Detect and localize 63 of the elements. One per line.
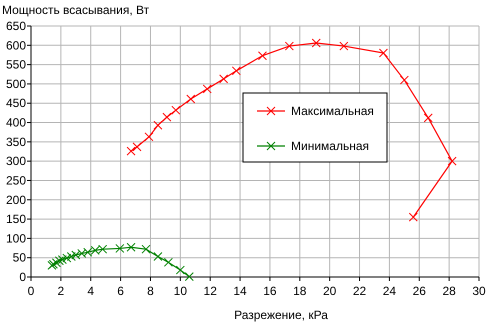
x-tick-label: 0: [28, 284, 35, 298]
point: [52, 258, 61, 268]
point: [144, 132, 154, 142]
x-tick-label: 22: [352, 284, 367, 298]
x-tick-label: 2: [58, 284, 65, 298]
point: [232, 66, 241, 76]
point: [132, 142, 142, 152]
point: [400, 76, 409, 85]
x-tick-label: 16: [263, 284, 277, 298]
y-tick-label: 50: [12, 250, 26, 265]
point: [153, 252, 162, 262]
x-tick-label: 10: [174, 284, 188, 298]
point: [176, 266, 185, 275]
y-tick-label: 100: [6, 231, 26, 246]
y-axis-title: Мощность всасывания, Вт: [2, 3, 150, 17]
y-tick-label: 450: [6, 96, 26, 110]
point: [448, 156, 457, 166]
point: [66, 252, 76, 262]
point: [202, 84, 212, 94]
y-tick-label: 250: [6, 173, 26, 188]
x-tick-label: 28: [442, 284, 456, 298]
point: [115, 244, 124, 253]
point: [408, 212, 418, 222]
point: [141, 244, 150, 254]
y-tick-label: 500: [6, 76, 26, 91]
x-tick-label: 26: [412, 284, 426, 298]
y-tick-label: 650: [6, 19, 26, 33]
point: [164, 258, 173, 267]
y-tick-label: 200: [6, 192, 26, 207]
point: [339, 42, 348, 51]
y-tick-label: 400: [6, 116, 26, 130]
point: [219, 74, 228, 84]
point: [184, 272, 194, 282]
x-tick-label: 12: [204, 284, 218, 298]
point: [171, 106, 180, 115]
point: [58, 255, 67, 264]
point: [186, 94, 196, 104]
legend-label: Максимальная: [291, 104, 374, 118]
x-tick-label: 8: [147, 284, 154, 298]
point: [424, 113, 433, 122]
point: [312, 38, 321, 48]
x-tick-label: 14: [233, 284, 248, 298]
y-tick-label: 350: [6, 134, 26, 149]
y-tick-label: 0: [19, 270, 26, 284]
point: [126, 242, 136, 252]
point: [378, 48, 388, 58]
point: [126, 146, 136, 156]
y-tick-label: 550: [6, 58, 26, 72]
y-tick-label: 150: [6, 212, 26, 226]
x-axis-title: Разрежение, кРа: [234, 308, 328, 322]
x-tick-label: 18: [293, 284, 307, 298]
x-tick-label: 4: [87, 284, 94, 298]
point: [284, 42, 294, 51]
x-tick-label: 6: [117, 284, 124, 298]
point: [162, 112, 172, 122]
point: [153, 120, 162, 130]
x-tick-label: 30: [472, 284, 486, 298]
x-tick-label: 24: [382, 284, 396, 298]
legend-label: Минимальная: [291, 139, 370, 153]
x-tick-label: 20: [322, 284, 337, 298]
y-tick-label: 600: [6, 38, 26, 52]
y-tick-label: 300: [6, 154, 26, 168]
point: [258, 51, 267, 60]
